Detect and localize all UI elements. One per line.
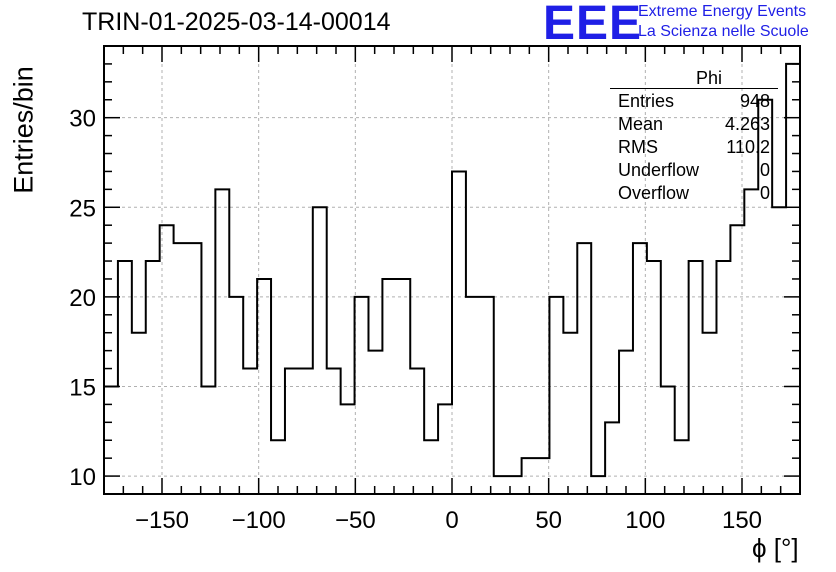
stats-value: 110.2 [726,137,770,157]
eee-logo: EEE [543,0,643,50]
x-tick-label: 50 [535,507,562,534]
stats-value: 0 [759,183,770,203]
y-tick-label: 30 [69,106,96,133]
stats-key: RMS [618,137,658,157]
y-tick-label: 10 [69,464,96,491]
stats-row-entries: Entries 948 [610,90,778,113]
x-tick-label: −50 [335,507,376,534]
stats-divider [610,88,778,89]
tick-labels: −150 −100 −50 0 50 100 150 10 15 20 25 30 [69,106,762,534]
logo-text-line1: Extreme Energy Events [638,3,807,20]
y-tick-label: 25 [69,195,96,222]
stats-box: Phi Entries 948 Mean 4.263 RMS 110.2 Und… [610,68,778,205]
stats-row-rms: RMS 110.2 [610,136,778,159]
stats-row-overflow: Overflow 0 [610,182,778,205]
stats-key: Mean [618,114,664,134]
x-tick-label: 150 [722,507,762,534]
y-tick-label: 15 [69,374,96,401]
plot-frame [103,45,801,495]
x-tick-label: 100 [625,507,665,534]
stats-row-mean: Mean 4.263 [610,113,778,136]
stats-row-underflow: Underflow 0 [610,159,778,182]
y-axis-label: Entries/bin [8,66,39,194]
stats-value: 948 [739,91,770,111]
stats-title: Phi [695,68,722,88]
logo-text-line2: La Scienza nelle Scuole [638,23,809,40]
x-tick-label: −150 [135,507,189,534]
stats-value: 4.263 [724,114,770,134]
stats-key: Entries [618,91,675,111]
stats-key: Overflow [618,183,690,203]
y-axis-label-box: Entries/bin [4,66,44,194]
stats-value: 0 [759,160,770,180]
x-axis-label: ϕ [°] [752,533,799,563]
stats-key: Underflow [618,160,700,180]
y-tick-label: 20 [69,285,96,312]
x-tick-label: −100 [232,507,286,534]
histogram-series [104,62,800,478]
x-tick-label: 0 [445,507,458,534]
run-title: TRIN-01-2025-03-14-00014 [82,8,391,36]
